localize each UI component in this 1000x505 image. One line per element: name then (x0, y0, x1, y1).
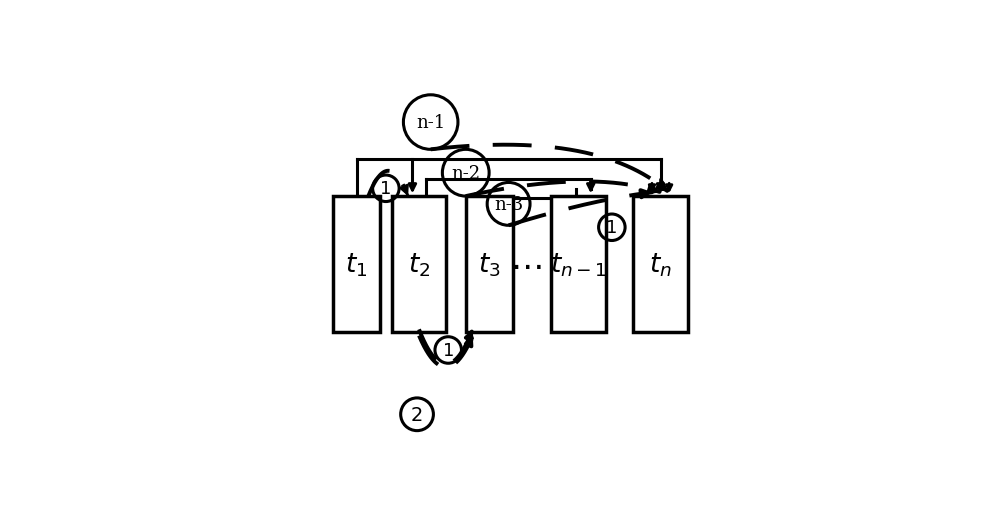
Text: 2: 2 (411, 405, 423, 424)
Text: $t_n$: $t_n$ (649, 251, 672, 278)
Text: $\cdots$: $\cdots$ (510, 248, 542, 281)
Text: $t_{n-1}$: $t_{n-1}$ (550, 251, 607, 278)
Text: 1: 1 (443, 341, 454, 359)
Text: n-3: n-3 (494, 195, 523, 214)
Text: n-1: n-1 (416, 114, 445, 132)
FancyBboxPatch shape (333, 196, 380, 333)
FancyBboxPatch shape (633, 196, 688, 333)
Text: n-2: n-2 (451, 165, 480, 182)
Text: 1: 1 (606, 219, 618, 237)
FancyBboxPatch shape (466, 196, 512, 333)
Text: $t_3$: $t_3$ (478, 251, 500, 278)
Text: $t_1$: $t_1$ (345, 251, 368, 278)
Text: $t_2$: $t_2$ (408, 251, 430, 278)
FancyBboxPatch shape (551, 196, 606, 333)
Text: 1: 1 (380, 180, 392, 198)
FancyBboxPatch shape (392, 196, 446, 333)
